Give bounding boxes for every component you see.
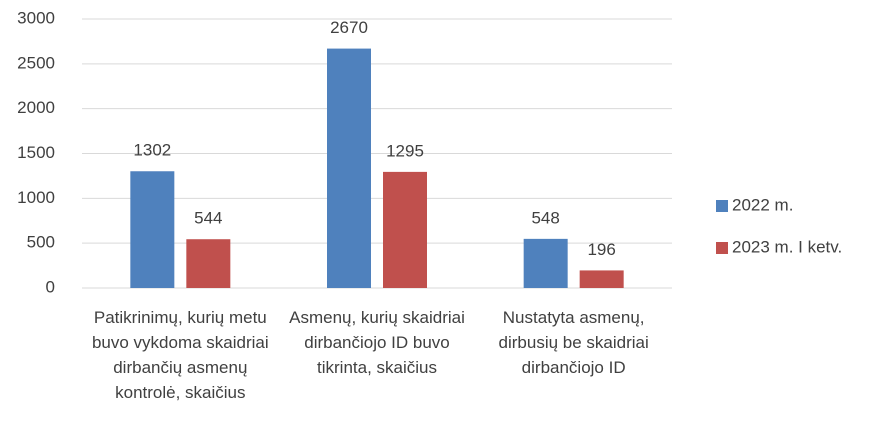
y-tick-label: 1000 — [17, 188, 55, 207]
data-label: 548 — [531, 208, 559, 227]
legend-label: 2022 m. — [732, 195, 793, 214]
x-tick-label: Patikrinimų, kurių metu buvo vykdoma ska… — [91, 308, 269, 402]
y-tick-label: 2500 — [17, 53, 55, 72]
legend-label: 2023 m. I ketv. — [732, 237, 842, 256]
y-tick-label: 3000 — [17, 8, 55, 27]
legend-swatch — [716, 242, 728, 254]
bar — [579, 270, 624, 288]
bar — [383, 171, 427, 288]
data-label: 1295 — [386, 141, 424, 160]
data-label: 196 — [587, 240, 615, 259]
x-tick-label: Nustatyta asmenų, dirbusių be skaidriai … — [498, 308, 649, 377]
legend-swatch — [716, 200, 728, 212]
y-tick-label: 1500 — [17, 143, 55, 162]
bar — [130, 171, 175, 288]
data-label: 2670 — [330, 18, 368, 37]
y-tick-label: 0 — [46, 277, 55, 296]
x-tick-label: Asmenų, kurių skaidriai dirbančiojo ID b… — [289, 308, 465, 377]
bar — [327, 48, 371, 289]
bar — [186, 239, 231, 288]
data-label: 1302 — [133, 141, 171, 160]
bar — [523, 238, 568, 288]
y-tick-label: 2000 — [17, 98, 55, 117]
data-label: 544 — [194, 209, 222, 228]
y-tick-label: 500 — [27, 233, 55, 252]
